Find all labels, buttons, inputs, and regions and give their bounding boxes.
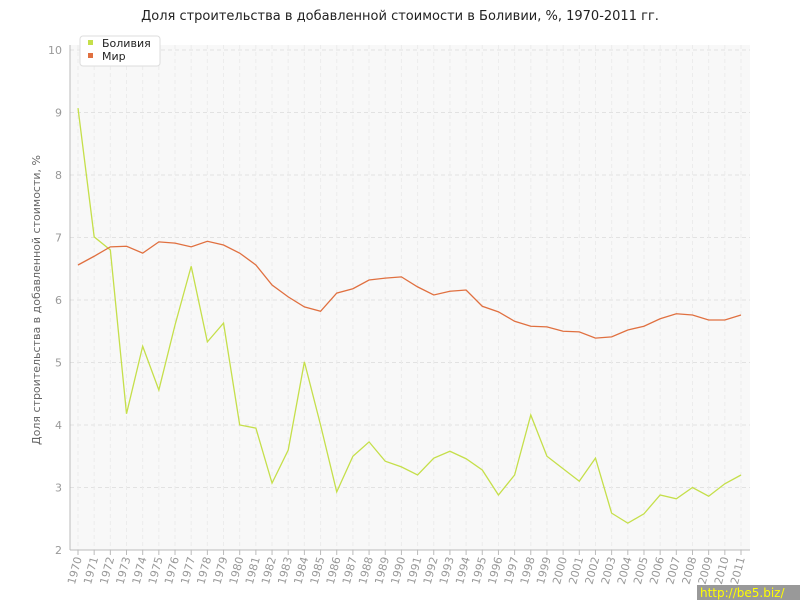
y-tick-label: 7: [55, 232, 62, 245]
legend-label: Боливия: [102, 37, 151, 50]
series-line: [77, 240, 742, 339]
y-tick-label: 6: [55, 294, 62, 307]
legend-swatch: [88, 40, 93, 45]
y-tick-label: 3: [55, 482, 62, 495]
chart-title: Доля строительства в добавленной стоимос…: [141, 9, 659, 24]
y-tick-label: 10: [48, 44, 62, 57]
watermark-bg: [697, 585, 800, 600]
legend-box: [79, 35, 161, 67]
legend-swatch: [88, 53, 93, 58]
series-line: [77, 108, 742, 524]
legend-label: Мир: [102, 50, 126, 63]
watermark: http://be5.biz/: [700, 586, 785, 600]
y-tick-label: 9: [55, 107, 62, 120]
y-tick-label: 4: [55, 419, 62, 432]
y-tick-label: 8: [55, 169, 62, 182]
plot-area: [70, 45, 750, 550]
y-tick-label: 5: [55, 357, 62, 370]
y-tick-label: 2: [55, 544, 62, 557]
y-axis-label: Доля строительства в добавленной стоимос…: [30, 155, 43, 445]
